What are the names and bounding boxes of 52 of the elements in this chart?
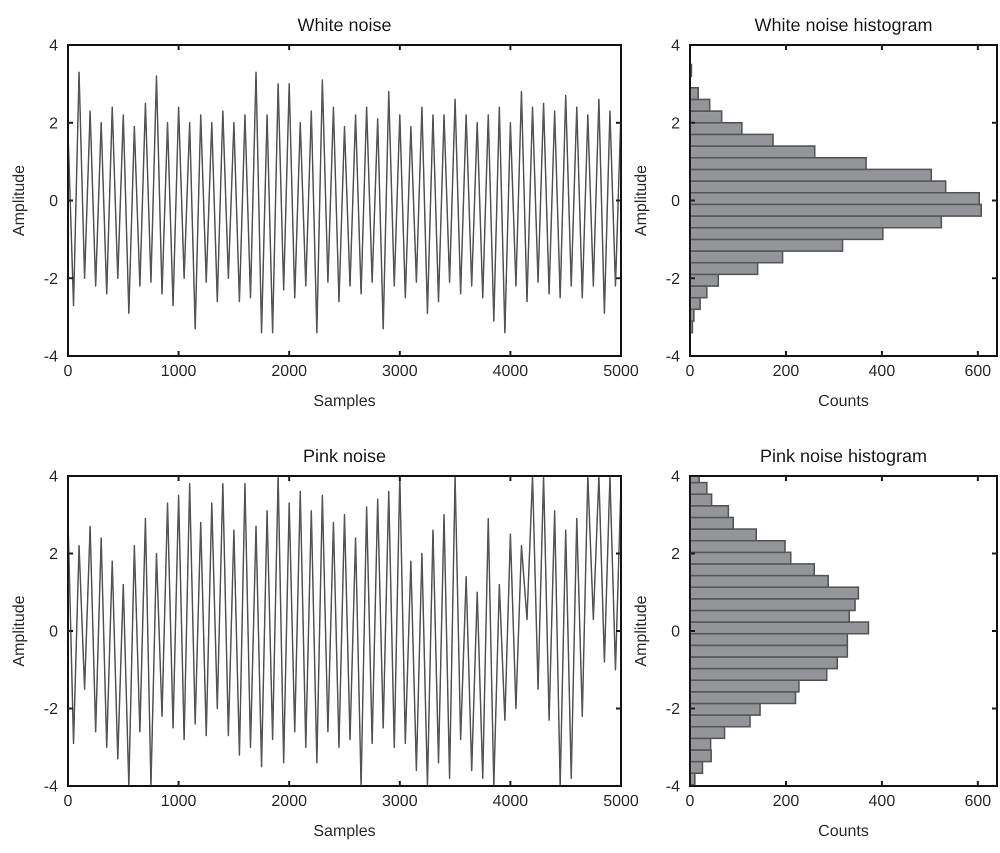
- x-tick-label: 0: [64, 793, 73, 810]
- y-tick-label: -4: [666, 348, 680, 366]
- x-tick-label: 400: [868, 793, 896, 810]
- x-tick-label: 600: [964, 793, 992, 810]
- y-tick-label: 0: [49, 624, 58, 641]
- y-tick-label: 2: [671, 546, 680, 564]
- y-tick-label: -2: [44, 701, 58, 718]
- x-tick-label: 0: [686, 793, 695, 810]
- y-tick-label: 0: [671, 193, 680, 210]
- x-axis-title: Counts: [818, 823, 869, 840]
- y-tick-label: 0: [49, 193, 58, 210]
- y-tick-label: -4: [44, 348, 58, 366]
- y-tick-label: 4: [49, 38, 58, 55]
- y-axis-title: Amplitude: [11, 164, 28, 236]
- x-tick-label: 3000: [382, 363, 418, 380]
- x-tick-label: 2000: [271, 363, 308, 380]
- y-tick-label: 4: [671, 38, 680, 55]
- x-tick-label: 0: [686, 363, 695, 380]
- x-tick-label: 5000: [603, 363, 639, 380]
- x-axis-title: Samples: [313, 393, 376, 410]
- y-tick-label: -2: [44, 270, 58, 288]
- y-tick-label: -2: [666, 701, 680, 718]
- y-axis-title: Amplitude: [633, 595, 650, 667]
- y-tick-label: -2: [666, 270, 680, 288]
- x-axis-title: Samples: [313, 823, 376, 840]
- x-axis-title: Counts: [818, 393, 869, 410]
- x-tick-label: 3000: [382, 793, 418, 810]
- x-tick-label: 600: [964, 363, 992, 380]
- y-tick-label: 2: [671, 115, 680, 132]
- y-tick-label: 2: [49, 115, 58, 132]
- x-tick-label: 4000: [492, 363, 528, 380]
- x-tick-label: 1000: [160, 363, 196, 380]
- y-axis-title: Amplitude: [633, 164, 650, 236]
- chart-title: White noise: [297, 15, 392, 35]
- x-tick-label: 2000: [271, 793, 308, 810]
- y-tick-label: 0: [671, 624, 680, 641]
- y-tick-label: 2: [49, 546, 58, 564]
- x-tick-label: 4000: [492, 793, 528, 810]
- x-tick-label: 400: [868, 363, 896, 380]
- x-tick-label: 200: [772, 793, 800, 810]
- y-axis-title: Amplitude: [11, 595, 28, 667]
- x-tick-label: 5000: [603, 793, 639, 810]
- chart-title: White noise histogram: [754, 15, 933, 35]
- x-tick-label: 200: [772, 363, 800, 380]
- y-tick-label: -4: [666, 778, 680, 796]
- y-tick-label: 4: [49, 468, 58, 486]
- x-tick-label: 1000: [160, 793, 196, 810]
- x-tick-label: 0: [64, 363, 73, 380]
- chart-title: Pink noise histogram: [760, 446, 928, 466]
- y-tick-label: -4: [44, 778, 58, 796]
- y-tick-label: 4: [671, 468, 680, 486]
- chart-title: Pink noise: [302, 446, 386, 466]
